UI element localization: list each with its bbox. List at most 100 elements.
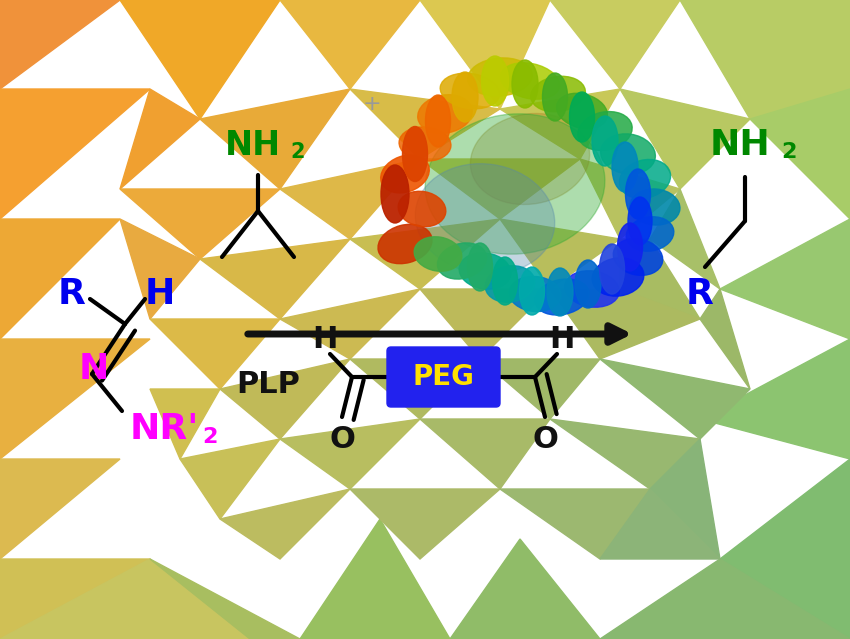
Text: NH: NH [710,128,770,162]
Ellipse shape [492,257,518,305]
Polygon shape [120,219,200,319]
Ellipse shape [416,164,555,274]
Ellipse shape [440,73,500,109]
Ellipse shape [542,73,568,121]
Polygon shape [420,289,550,359]
Ellipse shape [578,112,632,150]
Ellipse shape [592,116,618,166]
Polygon shape [0,339,150,459]
Ellipse shape [481,56,508,106]
Polygon shape [720,459,850,639]
Ellipse shape [501,63,559,99]
Ellipse shape [630,189,680,225]
Polygon shape [500,89,620,159]
Ellipse shape [381,155,429,193]
Polygon shape [280,0,420,89]
Ellipse shape [459,253,511,289]
Ellipse shape [612,142,638,192]
Text: 2: 2 [202,427,218,447]
Ellipse shape [599,244,625,294]
Polygon shape [280,289,420,359]
Ellipse shape [575,260,601,308]
Polygon shape [750,89,850,219]
Polygon shape [150,559,300,639]
Polygon shape [620,239,700,319]
Ellipse shape [468,243,492,291]
Ellipse shape [512,60,538,108]
Polygon shape [150,389,220,459]
Polygon shape [350,89,500,159]
Polygon shape [700,339,850,459]
Text: PEG: PEG [412,363,474,391]
Polygon shape [550,289,700,359]
Text: N: N [79,352,109,386]
Polygon shape [200,89,350,189]
Ellipse shape [425,114,605,254]
Polygon shape [420,0,550,109]
Ellipse shape [530,76,586,112]
Polygon shape [720,219,850,339]
Polygon shape [600,489,720,559]
Polygon shape [280,419,420,489]
Ellipse shape [613,238,663,275]
Ellipse shape [468,58,532,96]
Ellipse shape [620,160,671,199]
Ellipse shape [628,197,652,245]
Text: 2: 2 [290,142,304,162]
Polygon shape [700,289,750,389]
Polygon shape [0,89,150,219]
Ellipse shape [519,267,545,315]
Ellipse shape [399,127,451,161]
Polygon shape [600,559,850,639]
Ellipse shape [378,224,432,264]
Ellipse shape [547,268,573,316]
Ellipse shape [470,114,590,204]
Polygon shape [650,439,720,559]
Polygon shape [680,0,850,119]
Polygon shape [480,359,600,419]
Polygon shape [600,359,750,439]
Ellipse shape [414,236,462,271]
Polygon shape [650,189,720,289]
Text: O: O [329,424,355,454]
Polygon shape [350,489,500,559]
Text: H: H [312,325,337,353]
Polygon shape [0,459,120,559]
Ellipse shape [426,95,451,147]
Polygon shape [300,519,450,639]
Polygon shape [0,559,250,639]
Ellipse shape [601,134,655,174]
Polygon shape [350,219,500,289]
Ellipse shape [592,258,644,296]
Polygon shape [420,419,550,489]
Polygon shape [580,159,680,239]
Ellipse shape [403,127,428,181]
Text: NR': NR' [130,412,200,446]
Polygon shape [500,489,650,559]
Text: NH: NH [225,129,281,162]
Polygon shape [420,159,580,219]
Text: H: H [144,277,175,311]
Polygon shape [350,359,480,419]
Text: R: R [58,277,86,311]
Ellipse shape [626,217,674,251]
FancyBboxPatch shape [387,347,500,407]
Polygon shape [0,0,120,89]
Ellipse shape [381,165,409,223]
Ellipse shape [564,271,620,307]
Ellipse shape [570,92,594,142]
Polygon shape [180,439,280,519]
Polygon shape [450,539,600,639]
Ellipse shape [617,223,643,271]
Polygon shape [120,189,280,259]
Ellipse shape [417,95,473,134]
Text: PLP: PLP [236,369,300,399]
Polygon shape [620,89,750,189]
Polygon shape [120,89,200,189]
Polygon shape [550,0,680,89]
Ellipse shape [485,266,535,302]
Text: O: O [532,424,558,454]
Polygon shape [0,219,120,339]
Polygon shape [220,489,350,559]
Polygon shape [0,559,150,639]
